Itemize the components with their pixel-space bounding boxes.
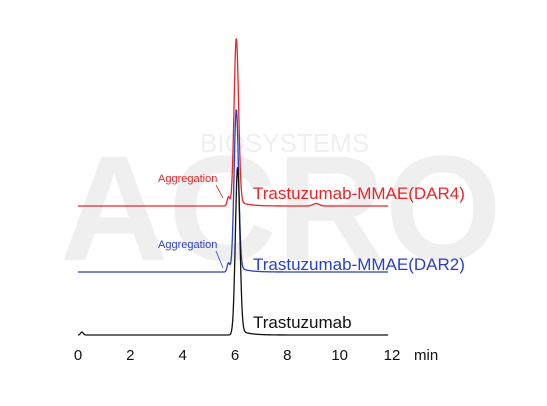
- x-tick-label: 12: [384, 347, 401, 364]
- aggregation-arrow-2: [215, 250, 224, 269]
- series-label-3: Trastuzumab: [253, 313, 352, 332]
- watermark-logo: ACRO: [60, 124, 502, 292]
- trace-line-3: [77, 166, 389, 336]
- watermark: ACRO BIOSYSTEMS: [60, 124, 502, 292]
- x-tick-label: 4: [178, 347, 186, 364]
- x-tick-label: 2: [126, 347, 134, 364]
- series-label-2: Trastuzumab-MMAE(DAR2): [253, 255, 465, 274]
- trace-line-2: [78, 109, 389, 273]
- series-label-1: Trastuzumab-MMAE(DAR4): [253, 184, 465, 203]
- x-tick-label: 10: [331, 347, 348, 364]
- x-tick-label: 8: [283, 347, 291, 364]
- aggregation-annotation-2: Aggregation: [158, 239, 217, 251]
- traces-layer: [77, 38, 389, 336]
- trace-line-1: [78, 38, 389, 207]
- x-axis: 0 2 4 6 8 10 12 min: [74, 347, 438, 364]
- watermark-text: BIOSYSTEMS: [200, 128, 369, 158]
- aggregation-annotation-1: Aggregation: [158, 173, 217, 185]
- labels-layer: Trastuzumab-MMAE(DAR4) Aggregation Trastuz…: [158, 173, 465, 332]
- aggregation-arrow-1: [215, 184, 224, 199]
- x-tick-label: 0: [74, 347, 82, 364]
- x-tick-label: 6: [231, 347, 239, 364]
- x-axis-unit: min: [414, 347, 438, 364]
